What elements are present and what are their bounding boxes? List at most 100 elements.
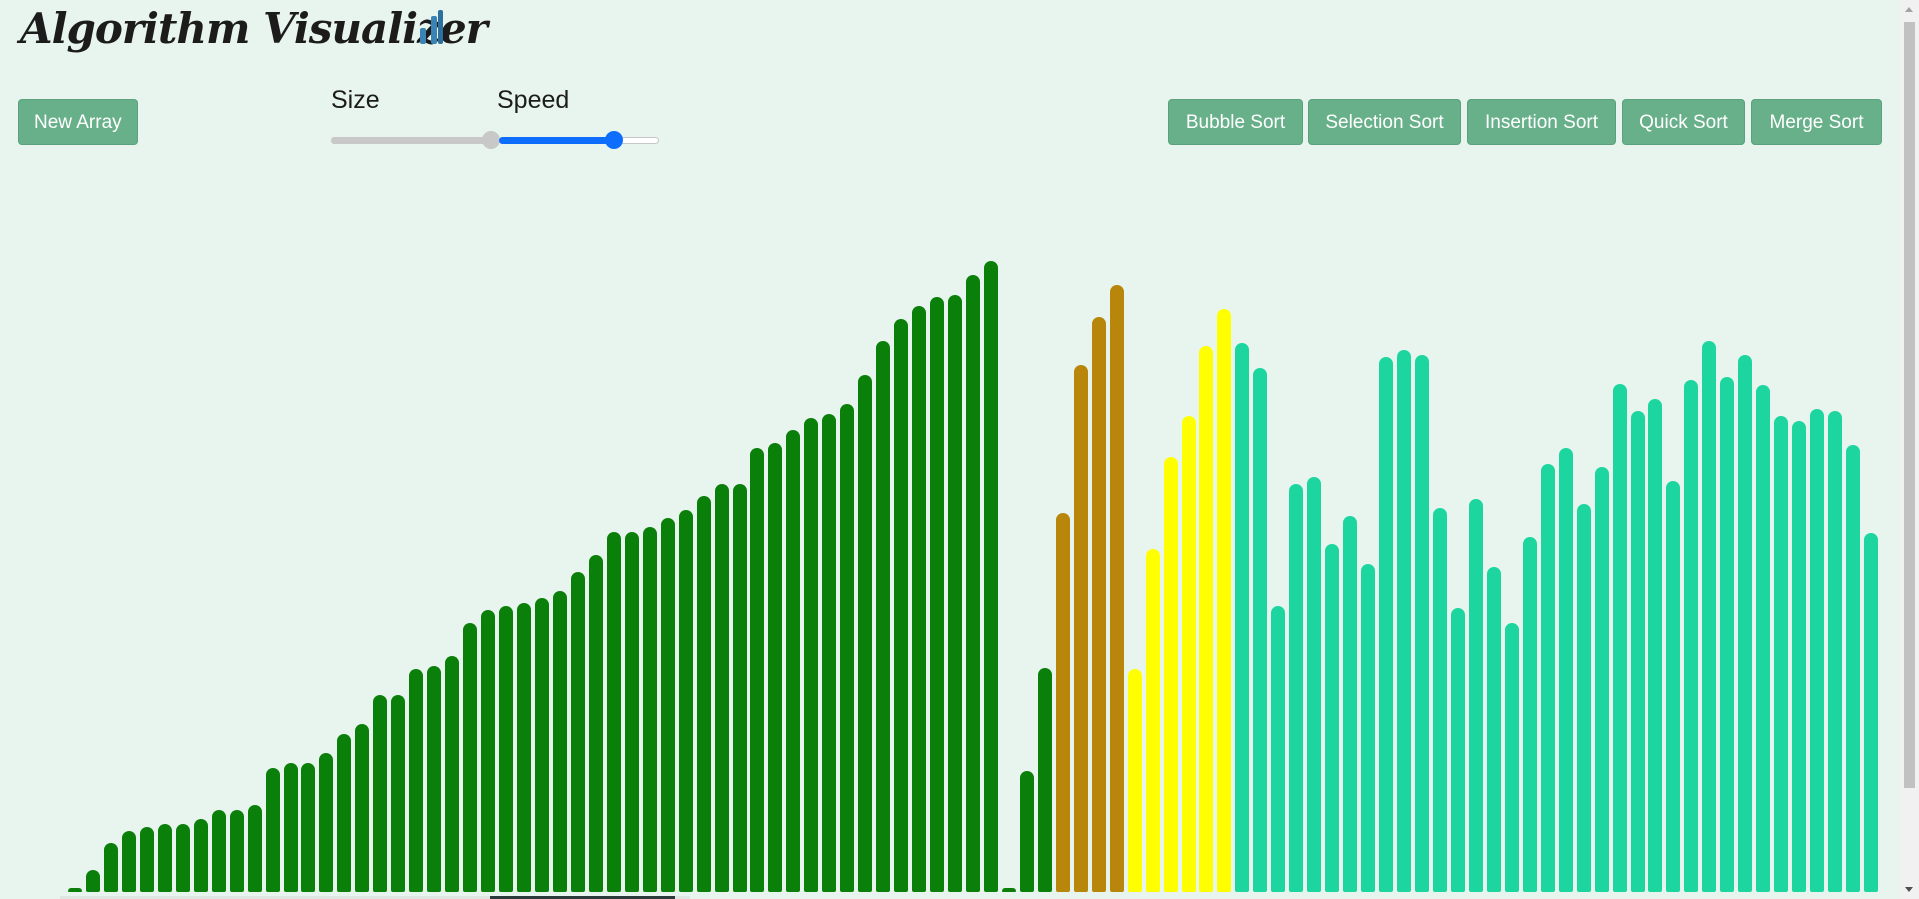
selection-sort-button[interactable]: Selection Sort	[1308, 99, 1461, 145]
array-bar	[912, 305, 927, 892]
array-bar	[1432, 507, 1447, 892]
array-bar	[678, 509, 693, 892]
array-bar	[229, 810, 244, 892]
array-bar	[732, 484, 747, 892]
array-bar	[1864, 533, 1878, 892]
array-bar	[822, 414, 837, 892]
array-bar	[624, 531, 639, 892]
insertion-sort-button[interactable]: Insertion Sort	[1467, 99, 1616, 145]
array-bar	[660, 518, 675, 892]
array-bar	[283, 762, 298, 892]
array-bar	[876, 341, 891, 892]
array-bar	[1612, 383, 1627, 892]
array-bar	[1630, 410, 1645, 892]
array-bar	[373, 694, 388, 892]
speed-slider-thumb[interactable]	[605, 131, 624, 149]
array-bar	[1415, 354, 1429, 892]
array-bar	[750, 448, 765, 892]
array-bar	[1325, 543, 1340, 892]
array-bar	[1289, 484, 1304, 892]
scroll-down-icon[interactable]	[1905, 887, 1913, 892]
array-bar	[85, 869, 100, 892]
array-bar	[1702, 341, 1717, 892]
array-bar	[534, 597, 549, 892]
array-bar	[1756, 385, 1771, 892]
array-bar	[1163, 456, 1178, 892]
speed-slider-fill	[499, 137, 615, 144]
array-bar	[696, 495, 711, 892]
array-bar	[804, 417, 819, 892]
array-bar	[786, 429, 801, 892]
array-bar	[948, 295, 963, 892]
array-bar	[211, 810, 226, 892]
array-bar	[463, 623, 478, 892]
array-bar	[1271, 606, 1286, 892]
array-bar	[1828, 410, 1843, 892]
array-bar	[391, 694, 406, 892]
app-title: Algorithm Visualizer	[20, 4, 488, 53]
array-bar	[427, 665, 442, 892]
merge-sort-button[interactable]: Merge Sort	[1751, 99, 1882, 145]
array-bar	[445, 655, 460, 892]
array-bar	[319, 752, 334, 892]
array-bar	[481, 609, 496, 892]
array-bar	[1145, 548, 1160, 892]
array-bar	[1810, 409, 1825, 892]
array-bar	[1792, 421, 1807, 892]
array-bar	[139, 827, 154, 892]
scrollbar-thumb[interactable]	[1904, 22, 1915, 788]
array-bar	[1450, 608, 1465, 892]
array-bar	[1091, 317, 1106, 892]
array-bar	[1217, 308, 1232, 892]
array-bar	[1253, 368, 1268, 892]
array-bar	[1109, 285, 1124, 892]
array-bar	[858, 375, 873, 892]
array-bar	[1504, 623, 1519, 892]
array-bar	[499, 606, 514, 892]
array-bar	[1181, 416, 1196, 892]
array-bar	[247, 805, 262, 892]
new-array-button[interactable]: New Array	[18, 99, 138, 145]
array-bar	[1037, 667, 1052, 892]
array-bar	[68, 888, 82, 892]
array-bar	[1127, 669, 1142, 892]
bubble-sort-button[interactable]: Bubble Sort	[1168, 99, 1303, 145]
size-label: Size	[331, 86, 380, 114]
array-bar	[1774, 416, 1789, 892]
array-bar	[1055, 512, 1070, 892]
array-bar	[642, 526, 657, 892]
array-bar	[265, 767, 280, 892]
array-bar	[409, 669, 424, 892]
array-bar	[1199, 346, 1214, 892]
array-bar	[1522, 536, 1537, 892]
quick-sort-button[interactable]: Quick Sort	[1622, 99, 1745, 145]
array-bar	[1235, 342, 1250, 892]
bar-chart-icon	[420, 10, 443, 44]
array-bar	[606, 531, 621, 892]
scroll-up-icon[interactable]	[1905, 7, 1913, 12]
array-bar	[1720, 376, 1735, 892]
array-bar	[1361, 563, 1376, 892]
size-slider[interactable]	[331, 131, 500, 149]
array-bar	[1073, 365, 1088, 892]
size-slider-thumb[interactable]	[482, 131, 500, 149]
divider	[490, 896, 675, 899]
array-bar	[1846, 444, 1861, 892]
array-bar	[966, 274, 980, 892]
array-bar	[1648, 399, 1663, 892]
array-bar	[301, 762, 316, 892]
array-bar	[1486, 567, 1501, 892]
speed-slider[interactable]	[499, 131, 659, 149]
array-bar	[1019, 771, 1034, 892]
array-bar	[1540, 463, 1555, 892]
array-bar	[1684, 380, 1699, 892]
array-bar	[768, 443, 783, 892]
array-bar	[552, 591, 567, 892]
array-bar	[930, 297, 945, 892]
array-bar	[1001, 888, 1016, 892]
array-bar	[714, 484, 729, 892]
vertical-scrollbar[interactable]	[1900, 0, 1919, 899]
array-bar	[193, 818, 208, 892]
